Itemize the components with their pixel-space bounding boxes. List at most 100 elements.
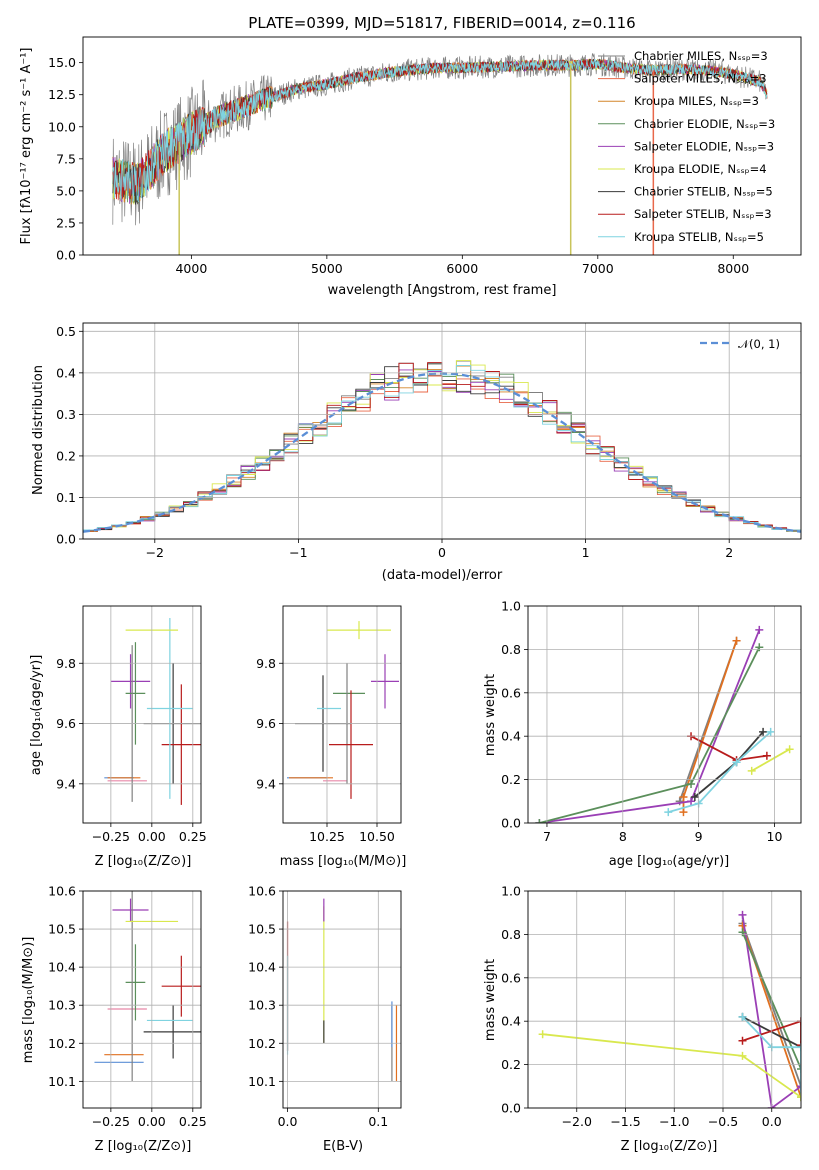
residuals-panel: −2 −1 0 1 2 0.0 0.1 0.2 0.3 0.4 0.5 𝒩(0, 1) (data-m… bbox=[31, 322, 802, 583]
weight-point-marker bbox=[797, 1082, 801, 1091]
y-tick-label: 9.6 bbox=[56, 716, 76, 731]
x-tick-label: 6000 bbox=[446, 261, 478, 276]
weight-Z-y-label: mass weight bbox=[483, 959, 498, 1041]
x-tick-label: 8000 bbox=[717, 261, 749, 276]
weight-point-marker bbox=[797, 1043, 801, 1052]
x-tick-label: 10.50 bbox=[359, 829, 395, 844]
mass-vs-ebv-panel: 0.0 0.1 10.1 10.2 10.3 10.4 10.5 10.6 E(B-V) bbox=[248, 884, 402, 1154]
y-tick-label: 0.0 bbox=[56, 532, 76, 547]
x-tick-label: 7000 bbox=[582, 261, 614, 276]
weight-point-marker bbox=[538, 1030, 547, 1039]
y-tick-label: 7.5 bbox=[56, 151, 76, 166]
weight-vs-Z-panel: −2.0 −1.5 −1.0 −0.5 0.0 0.0 0.2 0.4 0.6 0.8 1.0 Z … bbox=[483, 884, 802, 1154]
y-tick-label: 10.6 bbox=[248, 884, 276, 899]
y-tick-label: 0.8 bbox=[501, 927, 521, 942]
axes-frame bbox=[282, 605, 402, 824]
weight-Z-x-label: Z [log₁₀(Z/Z⊙)] bbox=[621, 1139, 718, 1154]
weight-point-marker bbox=[679, 792, 688, 801]
x-tick-label: 8 bbox=[619, 829, 627, 844]
x-tick-label: 2 bbox=[725, 545, 733, 560]
y-tick-label: 10.5 bbox=[248, 922, 276, 937]
weight-point-marker bbox=[732, 758, 741, 767]
y-tick-label: 12.5 bbox=[48, 87, 76, 102]
x-tick-label: −1 bbox=[289, 545, 307, 560]
weight-point-marker bbox=[797, 1093, 801, 1102]
axes-frame bbox=[82, 322, 802, 540]
weight-age-y-label: mass weight bbox=[483, 674, 498, 756]
y-tick-label: 0.2 bbox=[501, 1057, 521, 1072]
spectrum-title: PLATE=0399, MJD=51817, FIBERID=0014, z=0… bbox=[248, 14, 635, 32]
weight-series-line bbox=[539, 646, 761, 823]
mass-Z-y-label: mass [log₁₀(M/M⊙)] bbox=[21, 937, 36, 1064]
y-tick-label: 10.3 bbox=[248, 998, 276, 1013]
x-tick-label: −2 bbox=[146, 545, 164, 560]
weight-point-marker bbox=[687, 797, 696, 806]
axes-frame bbox=[527, 605, 802, 824]
residuals-y-label: Normed distribution bbox=[31, 365, 46, 495]
weight-point-marker bbox=[535, 819, 544, 823]
y-tick-label: 0.0 bbox=[56, 248, 76, 263]
axes-frame bbox=[82, 36, 802, 256]
weight-point-marker bbox=[797, 1064, 801, 1073]
weight-series-line bbox=[668, 731, 772, 813]
y-tick-label: 9.4 bbox=[256, 776, 276, 791]
y-tick-label: 1.0 bbox=[501, 884, 521, 899]
weight-point-marker bbox=[687, 779, 696, 788]
mass-Z-x-label: Z [log₁₀(Z/Z⊙)] bbox=[95, 1139, 192, 1154]
mE-plot-plot-area bbox=[286, 898, 398, 1082]
weight-point-marker bbox=[766, 727, 775, 736]
age-Z-x-label: Z [log₁₀(Z/Z⊙)] bbox=[95, 854, 192, 869]
y-tick-label: 10.1 bbox=[248, 1074, 276, 1089]
x-tick-label: 0.00 bbox=[138, 829, 166, 844]
y-tick-label: 10.0 bbox=[48, 119, 76, 134]
y-tick-label: 0.1 bbox=[56, 490, 76, 505]
x-tick-label: 10.25 bbox=[309, 829, 345, 844]
x-tick-label: 0.25 bbox=[179, 829, 207, 844]
x-tick-label: −1.5 bbox=[610, 1114, 640, 1129]
legend-entry: Chabrier ELODIE, Nₛₛₚ=3 bbox=[634, 117, 775, 131]
legend-entry: Chabrier MILES, Nₛₛₚ=3 bbox=[634, 49, 768, 63]
y-tick-label: 1.0 bbox=[501, 599, 521, 614]
axes-frame bbox=[82, 605, 202, 824]
residuals-x-label: (data-model)/error bbox=[382, 568, 503, 583]
y-tick-label: 5.0 bbox=[56, 183, 76, 198]
x-tick-label: 5000 bbox=[311, 261, 343, 276]
weight-point-marker bbox=[738, 928, 747, 937]
mass-ebv-x-label: E(B-V) bbox=[323, 1139, 363, 1154]
y-tick-label: 10.4 bbox=[248, 960, 276, 975]
axes-frame bbox=[527, 890, 802, 1109]
weight-point-marker bbox=[738, 1051, 747, 1060]
y-tick-label: 10.2 bbox=[248, 1036, 276, 1051]
weight-age-x-label: age [log₁₀(age/yr)] bbox=[609, 854, 730, 869]
x-tick-label: 7 bbox=[543, 829, 551, 844]
x-tick-label: 0 bbox=[438, 545, 446, 560]
y-tick-label: 9.4 bbox=[56, 776, 76, 791]
weight-series-line bbox=[742, 1020, 801, 1046]
y-tick-label: 0.2 bbox=[56, 448, 76, 463]
weight-point-marker bbox=[755, 625, 764, 634]
weight-point-marker bbox=[785, 745, 794, 754]
y-tick-label: 10.4 bbox=[48, 960, 76, 975]
legend-entry: Salpeter MILES, Nₛₛₚ=3 bbox=[634, 72, 767, 86]
age-vs-mass-panel: 10.25 10.50 9.4 9.6 9.8 mass [log₁₀(M/M⊙)] bbox=[256, 605, 406, 869]
weight-point-marker bbox=[755, 643, 764, 652]
axes-frame bbox=[282, 890, 402, 1109]
weight-point-marker bbox=[797, 1041, 801, 1050]
ageZ-plot-plot-area bbox=[104, 618, 201, 805]
weight-point-marker bbox=[747, 766, 756, 775]
weight-series-line bbox=[751, 748, 791, 772]
age-Z-y-label: age [log₁₀(age/yr)] bbox=[29, 655, 44, 776]
mass-vs-Z-panel: −0.25 0.00 0.25 10.1 10.2 10.3 10.4 10.5 10.6 Z … bbox=[21, 884, 207, 1155]
x-tick-label: 0.25 bbox=[179, 1114, 207, 1129]
legend-entry: Chabrier STELIB, Nₛₛₚ=5 bbox=[634, 185, 773, 199]
weight-point-marker bbox=[762, 751, 771, 760]
legend-entry: Salpeter STELIB, Nₛₛₚ=3 bbox=[634, 207, 772, 221]
y-tick-label: 0.8 bbox=[501, 642, 521, 657]
wAge-plot-plot-area bbox=[535, 625, 794, 823]
weight-series-line bbox=[741, 1016, 801, 1098]
spectrum-x-label: wavelength [Angstrom, rest frame] bbox=[328, 283, 557, 298]
y-tick-label: 15.0 bbox=[48, 55, 76, 70]
y-tick-label: 10.1 bbox=[48, 1074, 76, 1089]
y-tick-label: 0.5 bbox=[56, 324, 76, 339]
